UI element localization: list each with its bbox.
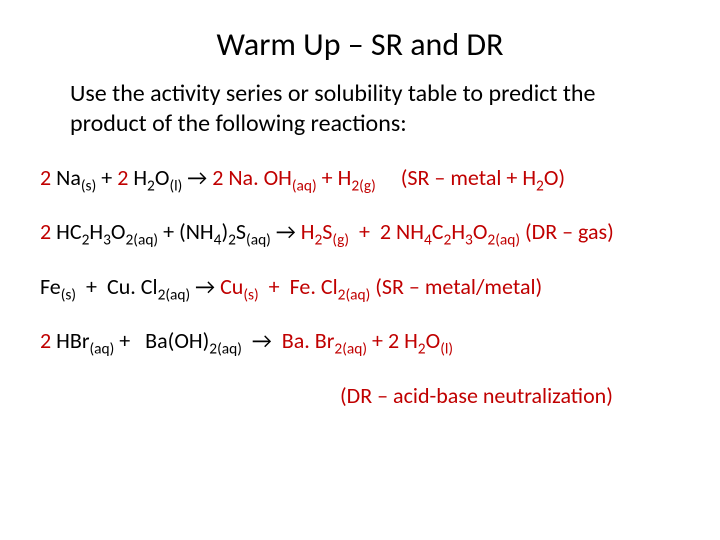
coef: 2 (40, 218, 51, 245)
intro-text: Use the activity series or solubility ta… (70, 79, 650, 139)
reaction-type-4: (DR – acid-base neutralization) (40, 382, 680, 409)
reaction-type: (SR – metal/metal) (375, 273, 542, 300)
equation-2: 2 HC2H3O2(aq) + (NH4)2S(aq) → H2S(g) + 2… (40, 218, 680, 250)
reactant: Cu. Cl2(aq) (107, 273, 190, 300)
arrow: → (195, 273, 220, 300)
slide-title: Warm Up – SR and DR (40, 25, 680, 64)
reactant: HC2H3O2(aq) (56, 218, 163, 245)
reactant: H2O(l) (133, 164, 187, 191)
reactant: Ba(OH)2(aq) (135, 327, 252, 354)
plus: + (163, 218, 174, 245)
plus: + (86, 273, 97, 300)
reaction-type: (SR – metal + H2O) (401, 164, 565, 191)
coef: 2 (117, 164, 128, 191)
coef: 2 (40, 164, 51, 191)
slide: Warm Up – SR and DR Use the activity ser… (0, 0, 720, 540)
arrow: → (276, 218, 296, 245)
plus: + (119, 327, 130, 354)
arrow: → (187, 164, 212, 191)
coef: 2 (40, 327, 51, 354)
equation-1: 2 Na(s) + 2 H2O(l) → 2 Na. OH(aq) + H2(g… (40, 164, 680, 196)
arrow: → (252, 327, 272, 354)
products: Cu(s) + Fe. Cl2(aq) (220, 273, 375, 300)
products: Ba. Br2(aq) + 2 H2O(l) (277, 327, 453, 354)
reactant: Na(s) (56, 164, 101, 191)
reactant: (NH4)2S(aq) (179, 218, 276, 245)
reaction-type: (DR – gas) (525, 218, 614, 245)
products: H2S(g) + 2 NH4C2H3O2(aq) (301, 218, 525, 245)
products: 2 Na. OH(aq) + H2(g) (212, 164, 381, 191)
reactant: Fe(s) (40, 273, 76, 300)
plus: + (101, 164, 112, 191)
equation-4: 2 HBr(aq) + Ba(OH)2(aq) → Ba. Br2(aq) + … (40, 327, 680, 359)
equation-3: Fe(s) + Cu. Cl2(aq) → Cu(s) + Fe. Cl2(aq… (40, 273, 680, 305)
reactant: HBr(aq) (56, 327, 119, 354)
